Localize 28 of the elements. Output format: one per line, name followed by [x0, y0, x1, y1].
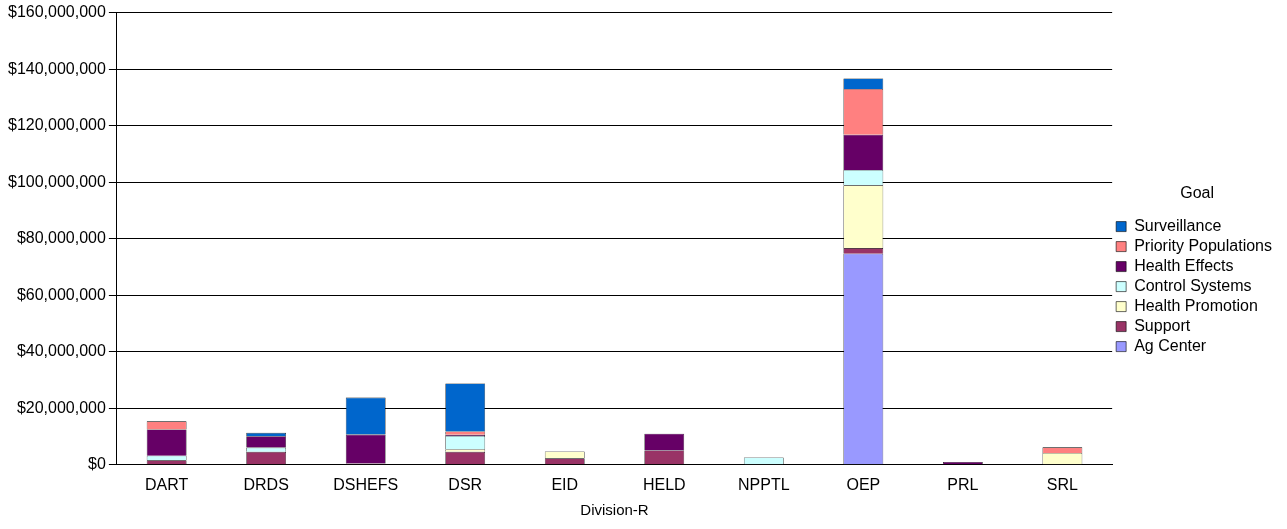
y-tick-label: $80,000,000 [16, 229, 106, 247]
y-tick-label: $40,000,000 [16, 342, 106, 360]
x-tick-label: HELD [642, 475, 686, 493]
y-tick-label: $0 [88, 455, 106, 473]
legend-label: Control Systems [1134, 277, 1252, 295]
y-tick-label: $100,000,000 [8, 172, 106, 190]
x-tick-label: EID [551, 475, 579, 493]
x-tick-label: DSR [448, 475, 483, 493]
x-tick-label: SRL [1046, 475, 1079, 493]
x-tick-label: DRDS [243, 475, 289, 493]
y-tick-label: $20,000,000 [16, 398, 106, 416]
legend-label: Support [1134, 317, 1191, 335]
legend-label: Health Effects [1134, 257, 1234, 275]
x-tick-label: PRL [947, 475, 979, 493]
legend-label: Priority Populations [1134, 237, 1272, 255]
x-tick-label: NPPTL [738, 475, 790, 493]
legend-label: Health Promotion [1134, 297, 1258, 315]
y-tick-label: $60,000,000 [16, 285, 106, 303]
legend-title: Goal [1180, 183, 1214, 201]
x-tick-label: DART [145, 475, 189, 493]
x-tick-label: OEP [846, 475, 881, 493]
y-tick-label: $140,000,000 [8, 59, 106, 77]
legend-label: Surveillance [1134, 217, 1222, 235]
y-tick-label: $120,000,000 [8, 116, 106, 134]
x-axis-title: Division-R [580, 501, 649, 519]
x-tick-label: DSHEFS [333, 475, 399, 493]
y-tick-label: $160,000,000 [8, 3, 106, 21]
legend-label: Ag Center [1134, 337, 1207, 355]
